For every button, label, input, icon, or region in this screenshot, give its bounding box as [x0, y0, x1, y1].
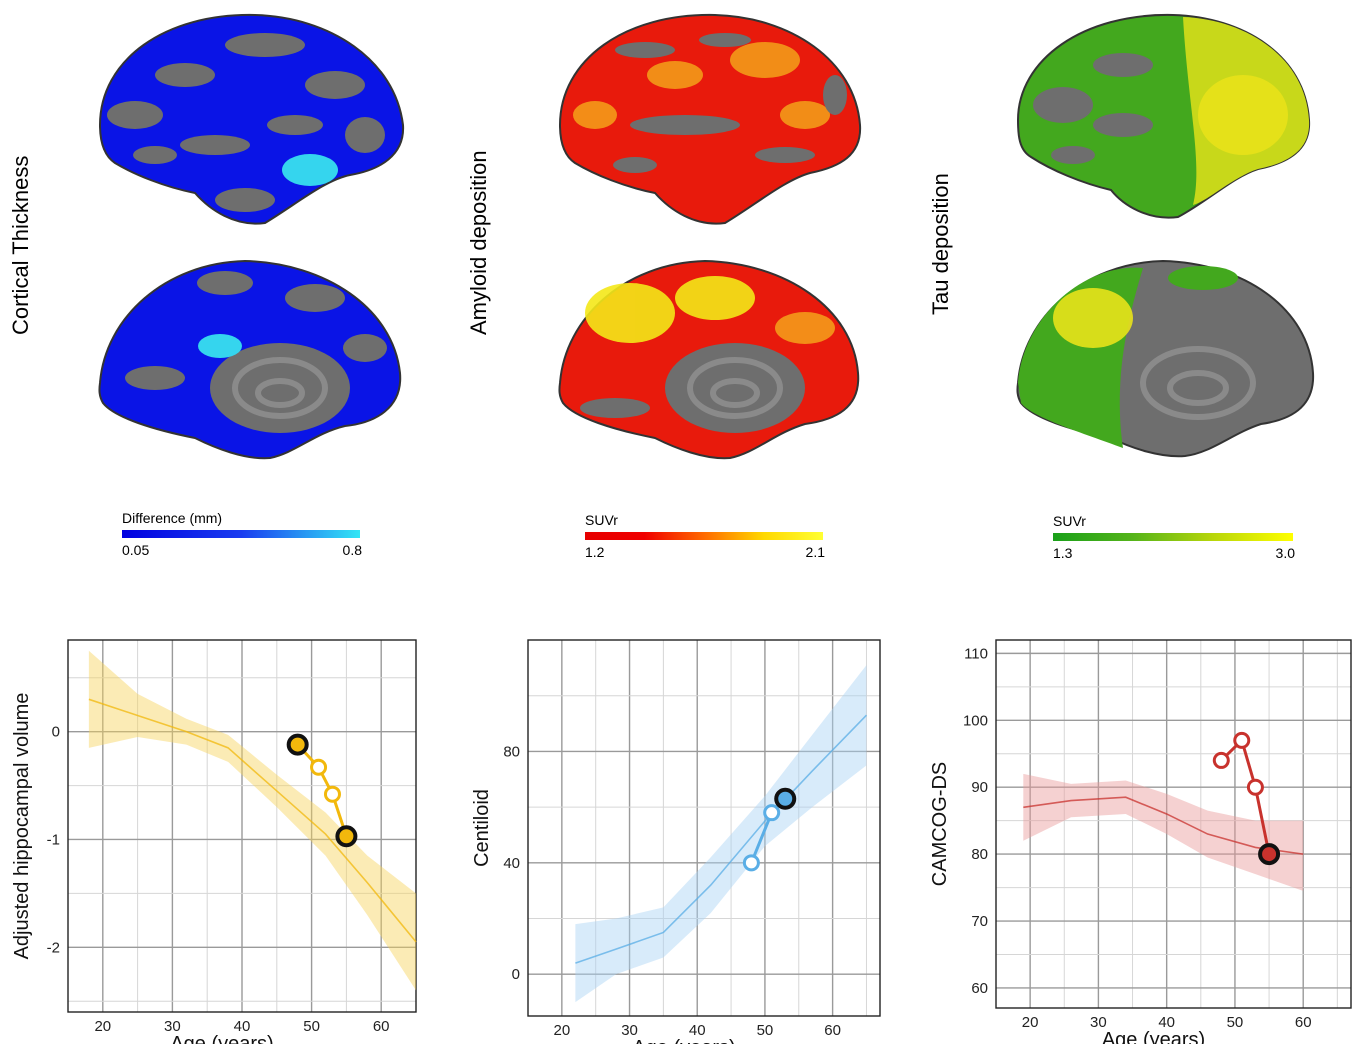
- brain-lateral-cortical-thickness: [98, 13, 405, 225]
- y-tick-label: 80: [971, 846, 988, 863]
- x-tick-label: 30: [621, 1022, 638, 1039]
- y-tick-label: 0: [512, 966, 520, 983]
- chart-hippocampal-volume: 20 30 40 50 60 0 -1 -2 Age (years) Adjusted hippo…: [11, 639, 417, 1044]
- subject-point: [323, 785, 341, 803]
- x-tick-label: 50: [303, 1018, 320, 1035]
- x-tick-label: 60: [373, 1018, 390, 1035]
- y-tick-label: 110: [964, 645, 988, 662]
- plot-frame: [527, 639, 881, 1017]
- x-tick-label: 20: [554, 1022, 571, 1039]
- chart-centiloid: 20 30 40 50 60 0 40 80 Age (years) Centiloid: [471, 639, 881, 1044]
- confidence-band: [88, 650, 416, 991]
- confidence-band: [575, 665, 867, 1003]
- panel-label-amyloid: Amyloid deposition: [466, 150, 491, 335]
- trend-line: [88, 698, 417, 943]
- x-tick-label: 50: [757, 1022, 774, 1039]
- subject-point: [1233, 731, 1251, 749]
- x-tick-label: 40: [234, 1018, 251, 1035]
- y-tick-label: 90: [971, 779, 988, 796]
- colorbar-max-label: 0.8: [342, 542, 362, 558]
- colorbar-title: Difference (mm): [122, 510, 223, 526]
- subject-point: [1246, 778, 1264, 796]
- subject-line: [1220, 737, 1271, 855]
- plot-frame: [995, 639, 1352, 1009]
- x-tick-label: 20: [1022, 1014, 1039, 1031]
- colorbar-max-label: 3.0: [1275, 545, 1295, 561]
- brain-medial-cortical-thickness: [98, 259, 402, 460]
- colorbar-amyloid: SUVr 1.2 2.1: [585, 512, 825, 567]
- chart-camcog-ds: 20 30 40 50 60 60 70 80 90 100 110 Age (years) CAMCO…: [929, 639, 1352, 1044]
- colorbar-min-label: 1.2: [585, 544, 605, 560]
- y-axis-label: CAMCOG-DS: [929, 762, 951, 886]
- y-tick-label: 40: [503, 855, 520, 872]
- subject-point: [310, 758, 328, 776]
- colorbar-title: SUVr: [1053, 513, 1086, 529]
- x-tick-label: 60: [824, 1022, 841, 1039]
- colorbar-min-label: 1.3: [1053, 545, 1073, 561]
- colorbar-cortical-thickness: Difference (mm) 0.05 0.8: [122, 510, 362, 565]
- subject-point: [763, 804, 781, 822]
- y-axis-label: Centiloid: [471, 789, 493, 867]
- y-tick-label: 80: [503, 743, 520, 760]
- x-tick-label: 50: [1227, 1014, 1244, 1031]
- x-tick-label: 40: [689, 1022, 706, 1039]
- trend-line: [575, 714, 868, 964]
- subject-point: [742, 854, 760, 872]
- brain-medial-tau: [1016, 259, 1315, 458]
- x-tick-label: 30: [164, 1018, 181, 1035]
- y-tick-label: 0: [52, 724, 60, 741]
- subject-point-highlighted: [335, 825, 358, 848]
- y-axis-label: Adjusted hippocampal volume: [11, 693, 33, 960]
- colorbar-gradient: [122, 530, 360, 538]
- x-axis-label: Age (years): [632, 1037, 735, 1044]
- panel-label-cortical-thickness: Cortical Thickness: [8, 155, 33, 335]
- x-tick-label: 30: [1090, 1014, 1107, 1031]
- colorbar-tau: SUVr 1.3 3.0: [1053, 513, 1295, 568]
- brain-medial-amyloid: [558, 259, 860, 460]
- subject-point: [1212, 751, 1230, 769]
- colorbar-gradient: [1053, 533, 1293, 541]
- trend-line: [1023, 796, 1304, 855]
- subject-point-highlighted: [286, 733, 309, 756]
- y-tick-label: 100: [963, 712, 988, 729]
- subject-line: [296, 743, 348, 837]
- x-tick-label: 40: [1158, 1014, 1175, 1031]
- plot-frame: [67, 639, 417, 1013]
- colorbar-max-label: 2.1: [805, 544, 825, 560]
- x-axis-label: Age (years): [1102, 1029, 1205, 1044]
- x-tick-label: 20: [94, 1018, 111, 1035]
- brain-lateral-amyloid: [558, 13, 862, 225]
- brain-lateral-tau: [1016, 13, 1311, 219]
- panel-label-tau: Tau deposition: [928, 173, 953, 315]
- y-tick-label: 70: [971, 913, 988, 930]
- colorbar-title: SUVr: [585, 512, 618, 528]
- y-tick-label: -2: [47, 939, 60, 956]
- x-tick-label: 60: [1295, 1014, 1312, 1031]
- colorbar-min-label: 0.05: [122, 542, 150, 558]
- colorbar-gradient: [585, 532, 823, 540]
- y-tick-label: -1: [47, 831, 60, 848]
- x-axis-label: Age (years): [170, 1033, 273, 1044]
- subject-point-highlighted: [1258, 843, 1281, 866]
- subject-point-highlighted: [774, 787, 797, 810]
- y-tick-label: 60: [971, 980, 988, 997]
